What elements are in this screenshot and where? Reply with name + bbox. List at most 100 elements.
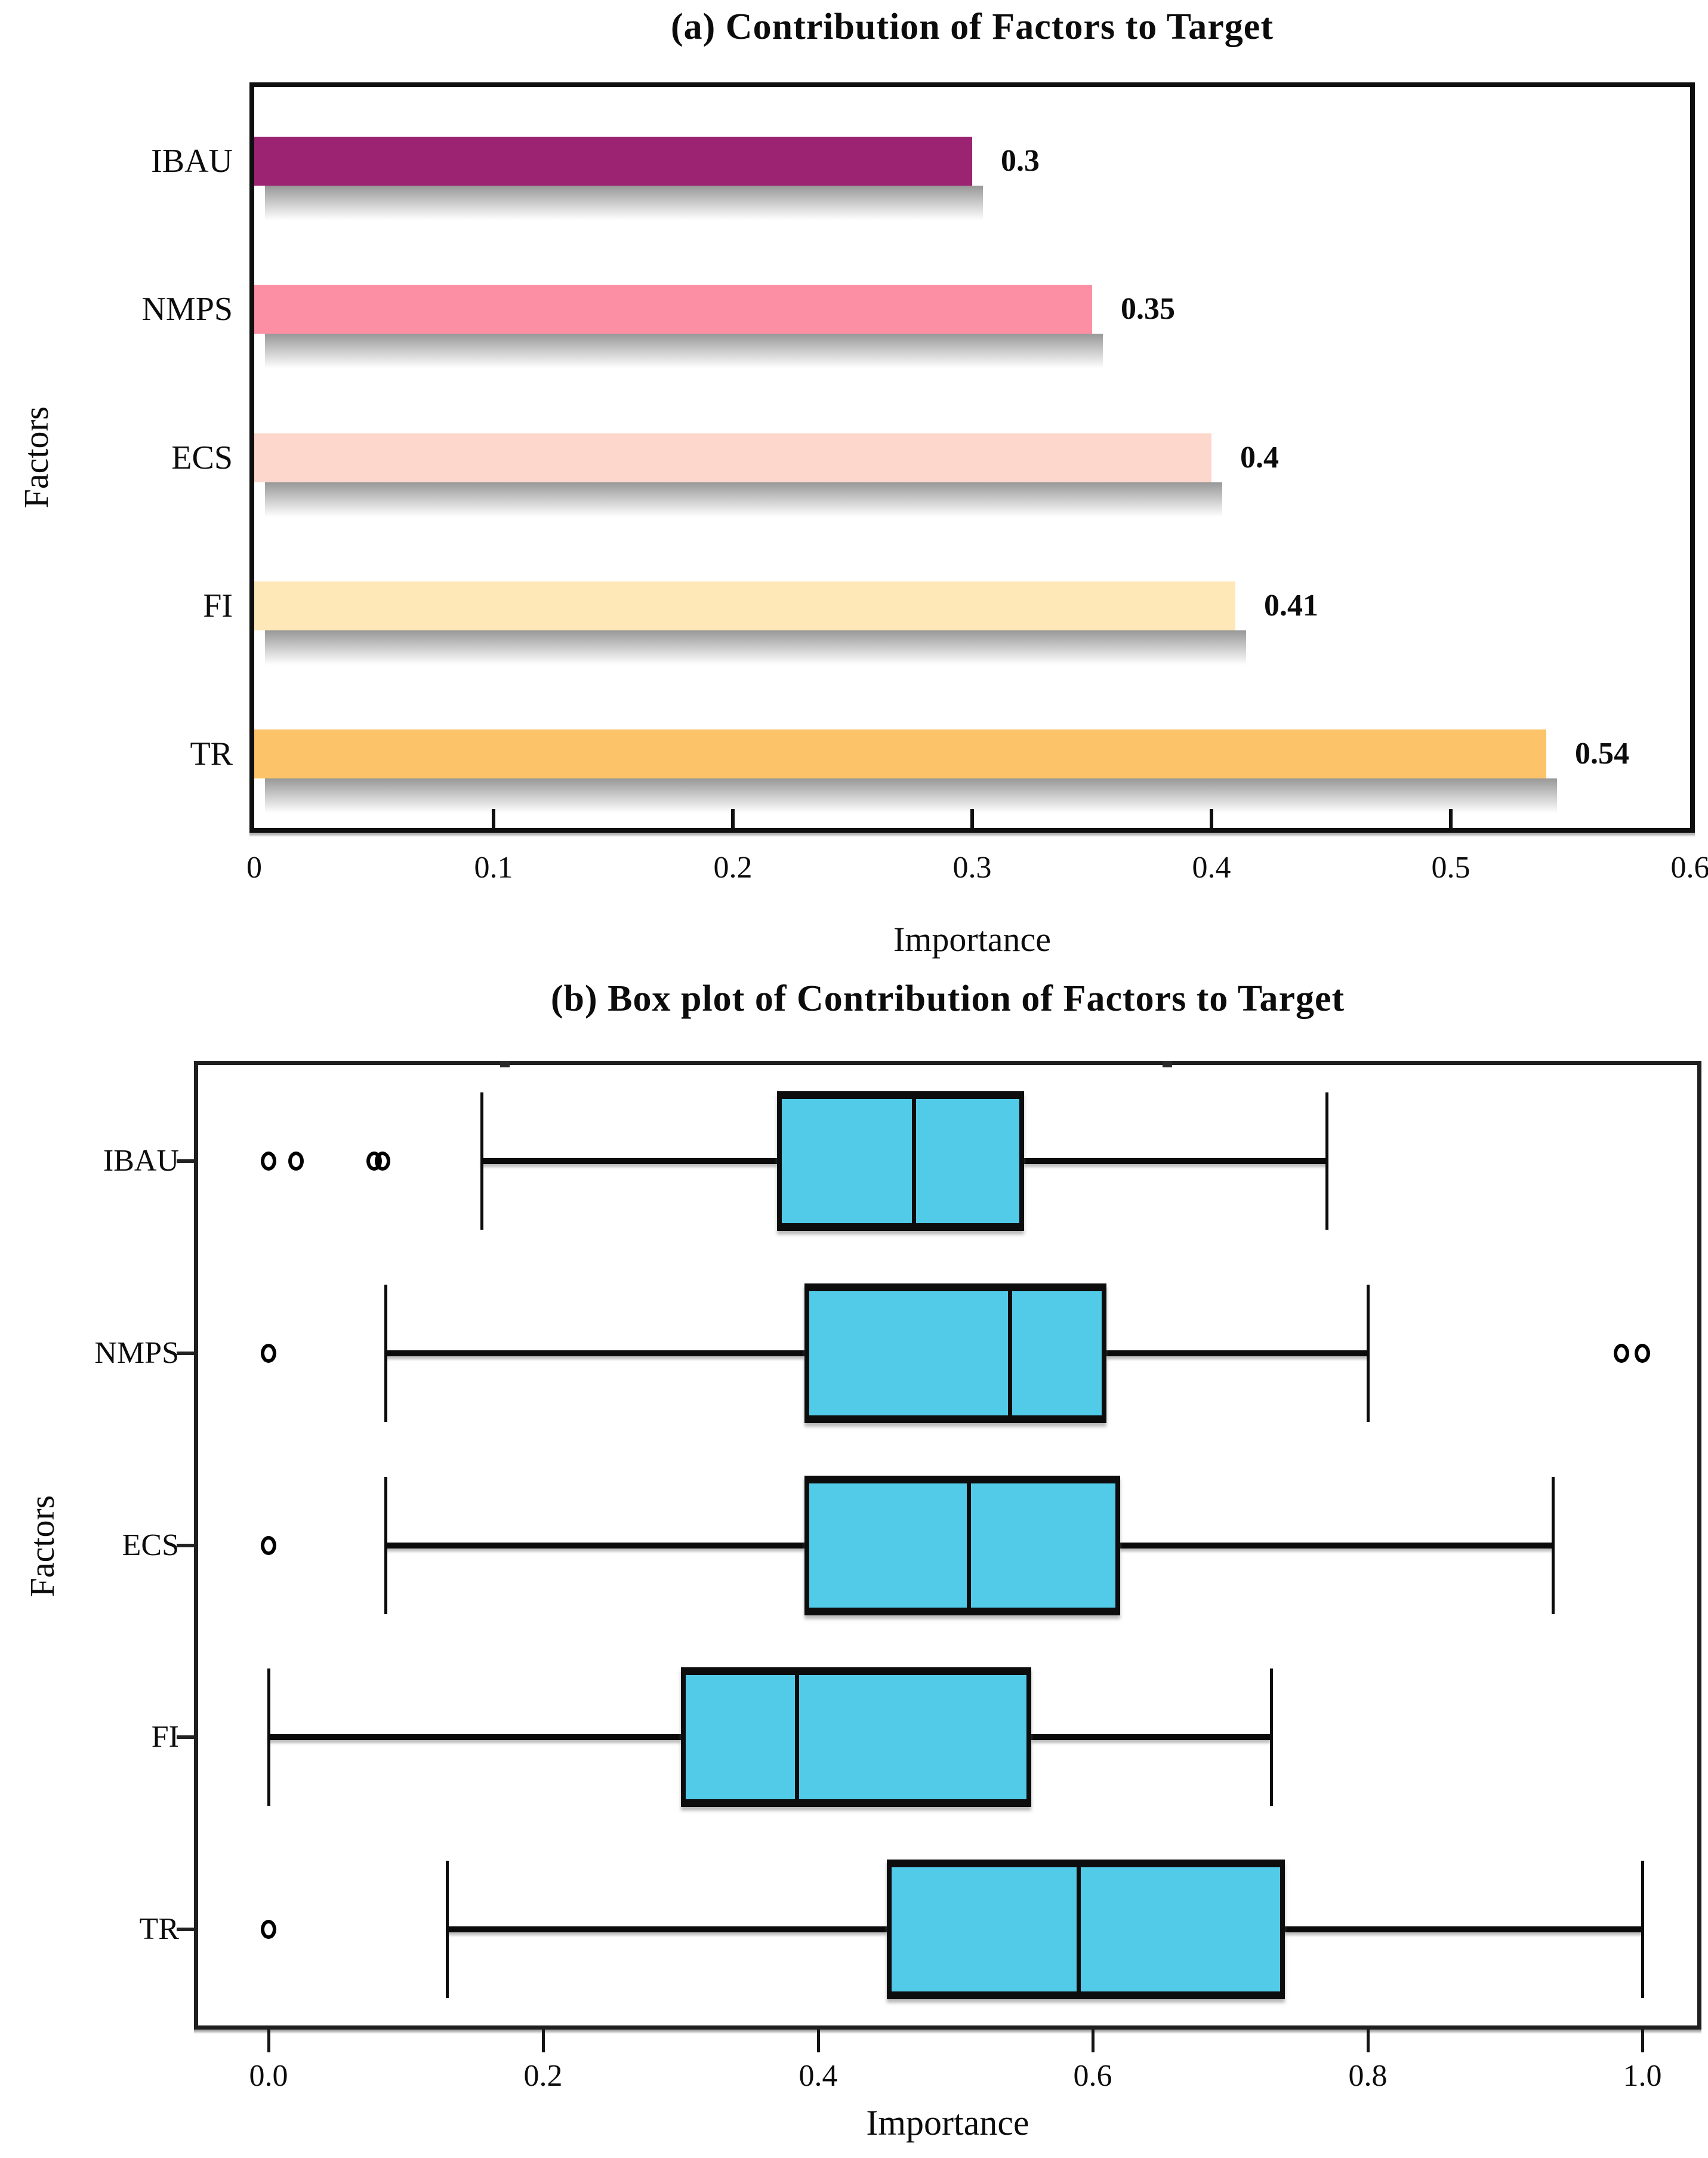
whisker-low [386,1543,804,1549]
bar-shadow [265,186,983,220]
x-axis-tick-label: 0.4 [798,2059,838,2093]
whisker-cap-high [1325,1092,1328,1230]
panel-b-top-mark-right [1163,1061,1172,1067]
median-line [795,1675,799,1799]
panel-b-title: (b) Box plot of Contribution of Factors … [550,978,1345,1019]
panel-b-xlabel: Importance [866,2103,1029,2142]
category-label-fi: FI [203,587,233,624]
panel-a-ylabel: Factors [17,406,56,509]
x-axis-tick [1641,2030,1644,2052]
y-axis-tick [177,1735,194,1739]
panel-a-plot: 0.3 0.35 0.4 0.41 0.54 [249,82,1695,833]
x-axis-tick-label: 0.8 [1348,2059,1388,2093]
bar-shadow [265,778,1557,813]
outlier-point [261,1920,276,1939]
median-line [912,1099,916,1223]
whisker-low [447,1926,887,1932]
category-label-fi: FI [151,1720,179,1754]
x-axis-tick [492,809,495,828]
y-axis-tick [177,1352,194,1355]
bar-shadow [265,334,1103,368]
panel-b-top-mark-left [500,1061,510,1067]
whisker-cap-high [1552,1477,1555,1614]
whisker-cap-low [384,1285,387,1422]
x-axis-tick-label: 0.3 [952,851,992,885]
x-axis-tick [731,809,735,828]
box-ecs [804,1476,1120,1615]
bar-value-label: 0.54 [1575,737,1629,771]
category-label-nmps: NMPS [141,291,233,328]
category-label-ecs: ECS [122,1528,179,1562]
x-axis-tick [970,809,974,828]
x-axis-tick [817,2030,820,2052]
whisker-low [269,1734,681,1740]
y-axis-tick [177,1928,194,1931]
category-label-ibau: IBAU [103,1144,179,1178]
median-line [1077,1867,1081,1991]
x-axis-tick-label: 0.2 [523,2059,563,2093]
outlier-point [1614,1344,1629,1363]
whisker-high [1120,1543,1553,1549]
whisker-high [1031,1734,1271,1740]
median-line [967,1483,971,1608]
x-axis-tick-label: 1.0 [1623,2059,1662,2093]
bar-value-label: 0.35 [1121,292,1175,326]
panel-a-title: (a) Contribution of Factors to Target [671,7,1274,47]
bar-shadow [265,630,1246,665]
bar-ibau [254,137,972,186]
outlier-point [261,1344,276,1363]
whisker-cap-high [1641,1861,1644,1998]
whisker-cap-low [480,1092,483,1230]
outlier-point [375,1152,390,1171]
whisker-cap-low [446,1861,449,1998]
bar-value-label: 0.41 [1264,589,1318,623]
whisker-high [1285,1926,1642,1932]
x-axis-tick-label: 0.6 [1670,851,1708,885]
whisker-cap-low [384,1477,387,1614]
box-fi [681,1667,1031,1807]
outlier-point [288,1152,304,1171]
category-label-nmps: NMPS [94,1336,179,1370]
x-axis-tick-label: 0.5 [1431,851,1470,885]
whisker-high [1024,1158,1327,1164]
x-axis-tick [1210,809,1213,828]
category-label-ecs: ECS [171,439,233,476]
y-axis-tick [177,1159,194,1163]
bar-value-label: 0.4 [1240,441,1279,475]
bar-tr [254,729,1546,778]
panel-a-axis-shadow [249,833,1695,837]
box-ibau [777,1091,1024,1231]
x-axis-tick [542,2030,545,2052]
y-axis-tick [177,1544,194,1547]
outlier-point [1635,1344,1650,1363]
x-axis-tick [1092,2030,1095,2052]
bar-value-label: 0.3 [1001,144,1040,178]
bar-nmps [254,285,1092,334]
whisker-low [482,1158,777,1164]
category-label-tr: TR [190,735,233,772]
x-axis-tick [267,2030,270,2052]
category-label-tr: TR [139,1912,179,1946]
whisker-cap-high [1367,1285,1370,1422]
bar-fi [254,581,1235,630]
category-label-ibau: IBAU [151,143,233,180]
whisker-high [1106,1350,1368,1356]
box-tr [887,1860,1285,1999]
whisker-cap-high [1270,1668,1273,1806]
x-axis-tick [1449,809,1453,828]
panel-a-xlabel: Importance [893,920,1052,959]
median-line [1008,1291,1012,1415]
x-axis-tick-label: 0.2 [713,851,753,885]
x-axis-tick-label: 0 [246,851,262,885]
panel-b-plot [194,1061,1701,2030]
outlier-point [261,1152,276,1171]
x-axis-tick-label: 0.6 [1073,2059,1112,2093]
x-axis-tick-label: 0.4 [1192,851,1231,885]
outlier-point [261,1536,276,1555]
whisker-low [386,1350,804,1356]
bar-ecs [254,433,1211,482]
x-axis-tick-label: 0.0 [249,2059,288,2093]
panel-b-axis-shadow [194,2030,1701,2034]
bar-shadow [265,482,1222,517]
